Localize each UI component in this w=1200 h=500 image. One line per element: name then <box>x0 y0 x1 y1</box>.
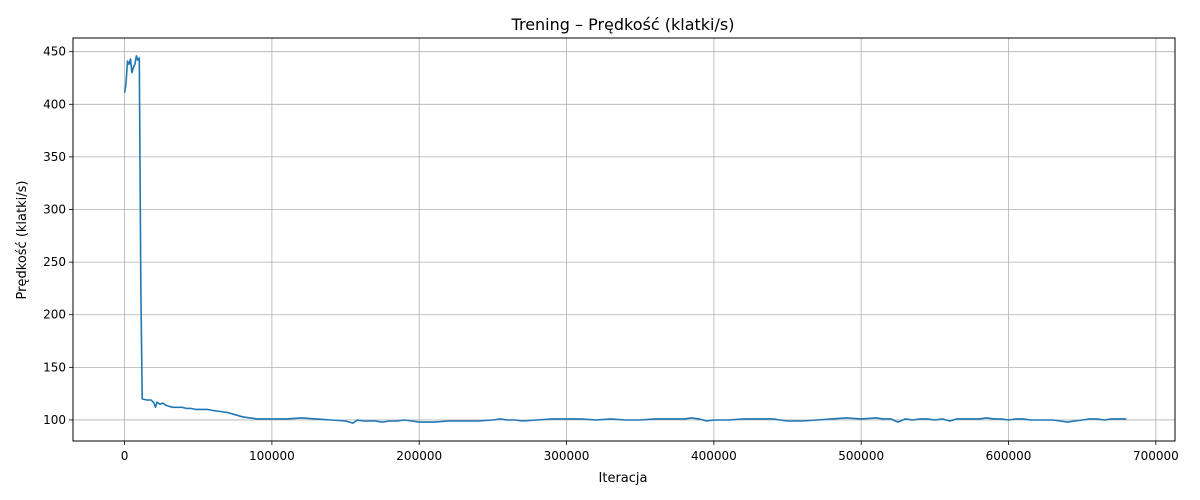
x-tick-label: 200000 <box>396 449 442 463</box>
x-tick-label: 600000 <box>986 449 1032 463</box>
x-tick-label: 700000 <box>1133 449 1179 463</box>
y-axis-title: Prędkość (klatki/s) <box>15 181 30 300</box>
y-tick-label: 350 <box>43 150 66 164</box>
chart-title: Trening – Prędkość (klatki/s) <box>511 15 735 34</box>
series-line <box>123 55 1127 424</box>
x-tick-label: 500000 <box>838 449 884 463</box>
x-tick-label: 300000 <box>544 449 590 463</box>
plot-frame <box>72 37 1176 442</box>
y-tick-label: 250 <box>43 255 66 269</box>
x-tick-label: 100000 <box>249 449 295 463</box>
y-tick-label: 200 <box>43 308 66 322</box>
y-tick-label: 150 <box>43 360 66 374</box>
x-axis-title: Iteracja <box>599 471 648 486</box>
plot-area: 0 100000 200000 300000 400000 500000 600000 700… <box>43 37 1179 463</box>
y-tick-label: 400 <box>43 97 66 111</box>
y-tick-label: 450 <box>43 45 66 59</box>
x-tick-label: 400000 <box>691 449 737 463</box>
y-tick-label: 100 <box>43 413 66 427</box>
y-tick-label: 300 <box>43 203 66 217</box>
x-tick-label: 0 <box>121 449 129 463</box>
